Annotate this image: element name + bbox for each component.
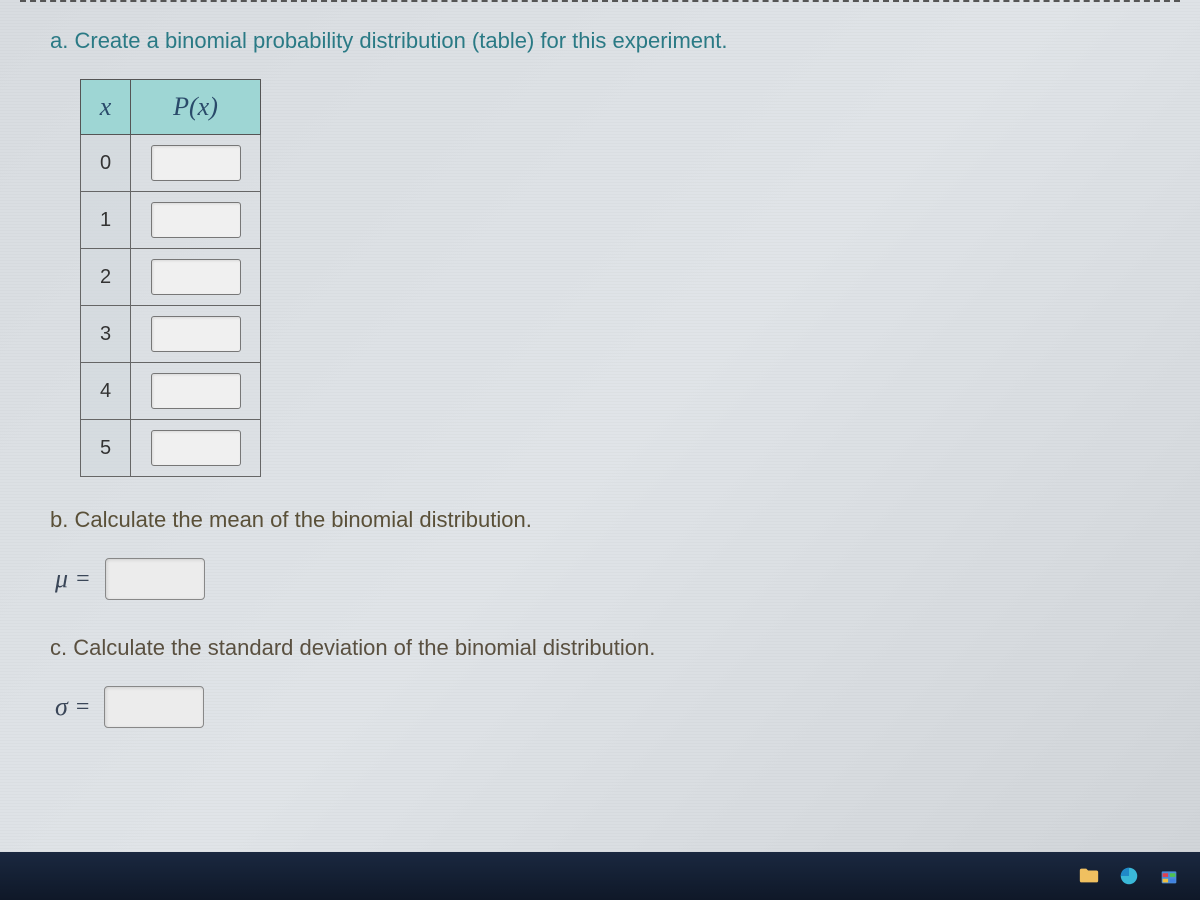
- px-cell-0: [131, 135, 261, 192]
- table-row: 0: [81, 135, 261, 192]
- px-cell-1: [131, 192, 261, 249]
- taskbar-store-icon[interactable]: [1153, 860, 1185, 892]
- px-cell-2: [131, 249, 261, 306]
- table-header-px: P(x): [131, 80, 261, 135]
- stddev-formula-row: σ =: [55, 686, 1150, 728]
- part-c-text: Calculate the standard deviation of the …: [73, 635, 655, 660]
- mu-symbol: μ: [55, 564, 68, 594]
- taskbar-folder-icon[interactable]: [1073, 860, 1105, 892]
- part-c-prompt: c. Calculate the standard deviation of t…: [50, 635, 1150, 661]
- part-b-prefix: b.: [50, 507, 68, 532]
- x-value-4: 4: [81, 363, 131, 420]
- x-value-5: 5: [81, 420, 131, 477]
- part-a-prefix: a.: [50, 28, 68, 53]
- px-input-5[interactable]: [151, 430, 241, 466]
- px-input-2[interactable]: [151, 259, 241, 295]
- px-input-1[interactable]: [151, 202, 241, 238]
- table-row: 2: [81, 249, 261, 306]
- part-c-prefix: c.: [50, 635, 67, 660]
- sigma-symbol: σ: [55, 692, 68, 722]
- sigma-equals: =: [76, 694, 90, 721]
- px-input-3[interactable]: [151, 316, 241, 352]
- table-row: 1: [81, 192, 261, 249]
- table-header-x: x: [81, 80, 131, 135]
- question-content: a. Create a binomial probability distrib…: [0, 0, 1200, 748]
- taskbar-edge-icon[interactable]: [1113, 860, 1145, 892]
- px-cell-5: [131, 420, 261, 477]
- px-cell-4: [131, 363, 261, 420]
- table-row: 5: [81, 420, 261, 477]
- px-input-0[interactable]: [151, 145, 241, 181]
- part-a-text: Create a binomial probability distributi…: [74, 28, 727, 53]
- mean-formula-row: μ =: [55, 558, 1150, 600]
- x-value-2: 2: [81, 249, 131, 306]
- mean-input[interactable]: [105, 558, 205, 600]
- px-input-4[interactable]: [151, 373, 241, 409]
- table-row: 3: [81, 306, 261, 363]
- probability-table: x P(x) 0 1 2 3 4: [80, 79, 261, 477]
- x-value-1: 1: [81, 192, 131, 249]
- part-a-prompt: a. Create a binomial probability distrib…: [50, 28, 1150, 54]
- x-value-0: 0: [81, 135, 131, 192]
- stddev-input[interactable]: [104, 686, 204, 728]
- part-b-text: Calculate the mean of the binomial distr…: [74, 507, 531, 532]
- table-row: 4: [81, 363, 261, 420]
- windows-taskbar: [0, 852, 1200, 900]
- px-cell-3: [131, 306, 261, 363]
- part-b-prompt: b. Calculate the mean of the binomial di…: [50, 507, 1150, 533]
- mu-equals: =: [76, 566, 90, 593]
- x-value-3: 3: [81, 306, 131, 363]
